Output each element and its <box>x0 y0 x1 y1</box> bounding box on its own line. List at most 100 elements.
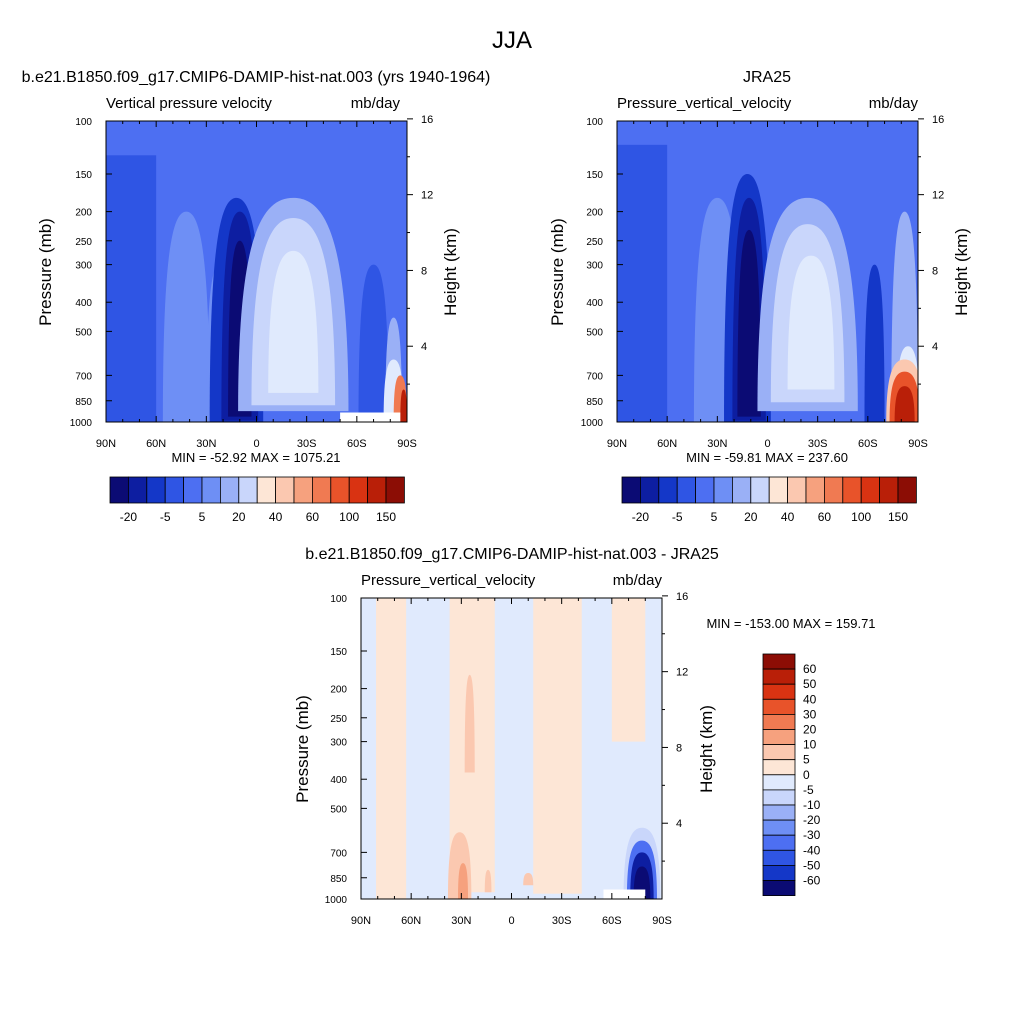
y-tick-label: 300 <box>330 738 347 749</box>
missing-data-mask <box>340 412 401 422</box>
variable-label: Pressure_vertical_velocity <box>617 95 792 112</box>
colorbar-box <box>762 683 796 700</box>
contour-band <box>400 389 407 422</box>
x-tick-label: 90N <box>351 915 371 927</box>
y-tick-label: 1000 <box>325 895 348 906</box>
y-axis-label-right: Height (km) <box>952 228 971 316</box>
y-tick-label: 1000 <box>70 418 93 429</box>
figure-title: JJA <box>492 27 532 54</box>
x-tick-label: 60N <box>401 915 421 927</box>
colorbar-label: 5 <box>803 753 810 767</box>
colorbar-box <box>219 476 240 504</box>
colorbar-label: -10 <box>803 798 821 812</box>
colorbar-box <box>640 476 660 504</box>
contour-band <box>523 873 534 886</box>
x-tick-label: 30N <box>451 915 471 927</box>
colorbar-box <box>164 476 184 504</box>
y-tick-label: 300 <box>586 261 603 272</box>
colorbar-box <box>762 729 796 746</box>
y-tick-label: 1000 <box>581 418 604 429</box>
colorbar-label: -30 <box>803 828 821 842</box>
colorbar-box <box>385 476 405 504</box>
colorbar-box <box>256 476 277 504</box>
y-tick-label: 850 <box>586 397 603 408</box>
variable-label: Pressure_vertical_velocity <box>361 572 536 589</box>
y-tick-label: 200 <box>330 685 347 696</box>
y-right-tick-label: 8 <box>676 742 682 754</box>
y-tick-label: 300 <box>75 261 92 272</box>
contour-band <box>787 255 835 390</box>
y-tick-label: 250 <box>330 714 347 725</box>
colorbar-label: 100 <box>339 510 359 524</box>
colorbar-box <box>762 668 796 685</box>
contour-band <box>411 598 445 899</box>
colorbar-label: -5 <box>160 510 171 524</box>
x-tick-label: 0 <box>508 915 514 927</box>
colorbar-box <box>762 849 796 866</box>
y-tick-label: 700 <box>586 371 603 382</box>
colorbar-box <box>768 476 789 504</box>
colorbar-label: 60 <box>306 510 320 524</box>
y-right-tick-label: 16 <box>932 114 944 126</box>
colorbar-label: -50 <box>803 858 821 872</box>
y-tick-label: 100 <box>75 117 92 128</box>
x-tick-label: 0 <box>764 438 770 450</box>
colorbar: -20 -5 5 20 40 60 100 150 <box>109 476 405 524</box>
stats-label: MIN = -52.92 MAX = 1075.21 <box>171 450 340 465</box>
y-tick-label: 700 <box>75 371 92 382</box>
colorbar-box <box>109 476 129 504</box>
colorbar-box <box>897 476 917 504</box>
panel-title: b.e21.B1850.f09_g17.CMIP6-DAMIP-hist-nat… <box>305 546 719 563</box>
colorbar-box <box>348 476 369 504</box>
contour-band <box>464 674 475 773</box>
colorbar: -20 -5 5 20 40 60 100 150 <box>621 476 917 524</box>
colorbar-label: 150 <box>376 510 396 524</box>
x-tick-label: 90S <box>652 915 672 927</box>
missing-data-mask <box>603 889 646 899</box>
y-right-tick-label: 12 <box>421 190 433 202</box>
colorbar-box <box>762 865 796 881</box>
colorbar-box <box>762 804 796 821</box>
colorbar-box <box>183 476 203 504</box>
contour-fill <box>106 121 407 422</box>
colorbar-box <box>293 476 313 504</box>
x-tick-label: 90S <box>908 438 928 450</box>
colorbar-label: 40 <box>803 692 817 706</box>
y-tick-label: 250 <box>75 237 92 248</box>
y-tick-label: 200 <box>75 208 92 219</box>
colorbar-box <box>762 834 796 851</box>
colorbar-label: 60 <box>803 662 817 676</box>
contour-band <box>509 598 529 894</box>
y-tick-label: 400 <box>75 298 92 309</box>
colorbar-label: 40 <box>781 510 795 524</box>
x-tick-label: 30N <box>196 438 216 450</box>
colorbar-label: 0 <box>803 768 810 782</box>
y-tick-label: 100 <box>330 594 347 605</box>
colorbar-label: 5 <box>711 510 718 524</box>
colorbar-label: -20 <box>120 510 138 524</box>
plot-area: 90N 60N 30N 0 30S 60S 90S 100 150 200 250 300 400 500… <box>70 114 434 450</box>
y-right-tick-label: 12 <box>932 190 944 202</box>
colorbar-label: -20 <box>803 813 821 827</box>
colorbar-label: -40 <box>803 843 821 857</box>
colorbar-label: -5 <box>803 783 814 797</box>
y-tick-label: 850 <box>330 874 347 885</box>
x-tick-label: 60S <box>347 438 367 450</box>
plot-area: 90N 60N 30N 0 30S 60S 90S 100 150 200 250 300 400 500… <box>581 114 945 450</box>
contour-band <box>737 229 761 417</box>
y-tick-label: 200 <box>586 208 603 219</box>
colorbar-box <box>762 698 796 715</box>
colorbar-label: -5 <box>672 510 683 524</box>
colorbar-box <box>750 476 770 504</box>
colorbar-box <box>762 653 796 670</box>
colorbar-box <box>762 759 796 776</box>
y-right-tick-label: 8 <box>932 265 938 277</box>
colorbar-box <box>146 476 166 504</box>
contour-band <box>268 250 319 393</box>
y-tick-label: 500 <box>586 327 603 338</box>
contour-band <box>484 869 492 893</box>
y-tick-label: 400 <box>330 775 347 786</box>
plot-area: 90N 60N 30N 0 30S 60S 90S 100 150 200 250 300 400 500… <box>325 591 689 927</box>
colorbar-box <box>367 476 387 504</box>
